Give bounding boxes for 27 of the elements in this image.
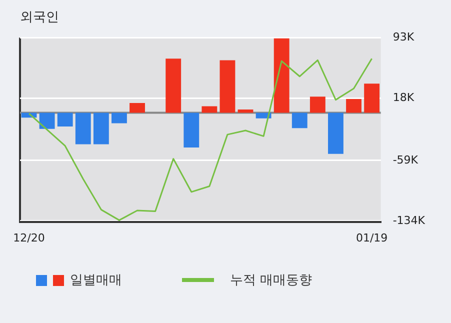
legend-label: 누적 매매동향 <box>230 272 312 289</box>
bar <box>130 103 145 113</box>
legend-label: 일별매매 <box>70 272 122 289</box>
x-tick-label: 01/19 <box>356 231 388 244</box>
bar <box>238 110 254 113</box>
bar <box>328 112 344 154</box>
bar <box>57 112 73 126</box>
y2-tick-label: -134K <box>392 214 426 227</box>
bar <box>184 112 200 148</box>
bar <box>292 112 308 128</box>
bar <box>256 112 272 118</box>
bar <box>310 96 326 113</box>
bar <box>364 84 380 113</box>
y2-tick-label: -59K <box>392 153 419 166</box>
y2-tick-label: 93K <box>392 30 415 44</box>
bar <box>166 58 182 113</box>
bar <box>93 112 109 144</box>
chart-title: 외국인 <box>20 10 59 26</box>
bar <box>39 112 55 129</box>
bar <box>274 38 290 113</box>
x-tick-label: 12/20 <box>13 231 45 244</box>
bar <box>220 60 236 113</box>
y2-tick-label: 18K <box>392 91 415 104</box>
bar <box>75 112 91 144</box>
bar <box>112 112 127 124</box>
bar <box>346 99 362 113</box>
bar <box>202 106 218 113</box>
